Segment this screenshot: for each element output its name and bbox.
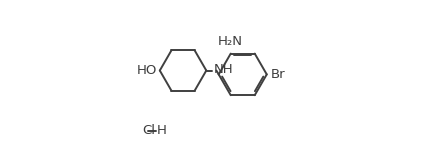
Text: H₂N: H₂N [218,35,242,49]
Text: HO: HO [137,64,158,77]
Text: Br: Br [271,68,285,81]
Text: NH: NH [214,63,234,76]
Text: H: H [157,124,167,137]
Text: Cl: Cl [142,124,156,137]
